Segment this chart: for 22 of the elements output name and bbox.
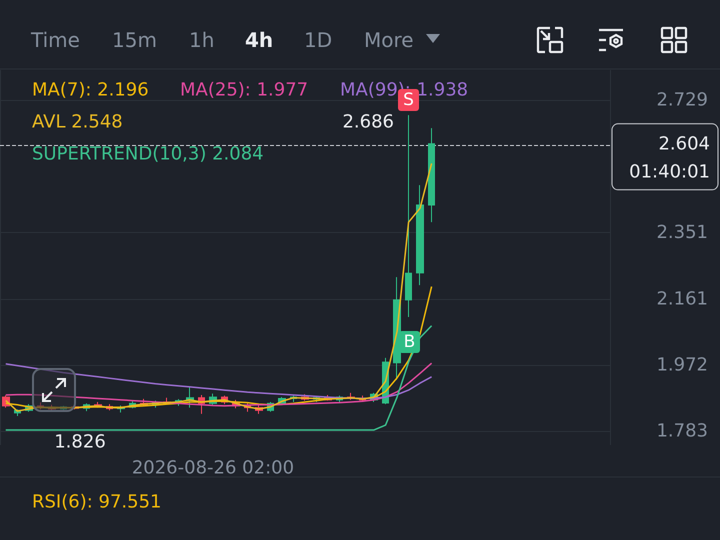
- text: RSI(6): 97.551: [32, 492, 162, 512]
- text: 01:40:01: [629, 161, 710, 182]
- text: Time: [30, 28, 80, 52]
- signal-tag: B: [399, 331, 420, 353]
- annotation: MA(25): 1.977: [180, 80, 308, 100]
- annotation: SUPERTREND(10,3) 2.084: [32, 144, 264, 164]
- text: 15m: [112, 28, 157, 52]
- annotation: 2.686: [342, 112, 394, 132]
- text: 1D: [304, 28, 332, 52]
- text: 1h: [189, 28, 214, 52]
- ref-line-label: 2.604: [658, 133, 710, 154]
- text: 4h: [245, 28, 274, 52]
- annotation: AVL 2.548: [32, 112, 123, 132]
- text: More: [364, 28, 414, 52]
- y-tick-label: 2.351: [656, 222, 708, 243]
- y-tick-label: 2.161: [656, 288, 708, 310]
- annotation: MA(7): 2.196: [32, 80, 149, 100]
- x-tick-label: 2026-08-26 02:00: [132, 458, 294, 478]
- annotation: 1.826: [54, 432, 106, 452]
- y-tick-label: 1.783: [656, 420, 708, 442]
- y-tick-label: 1.972: [656, 354, 708, 376]
- y-tick-label: 2.729: [656, 90, 708, 111]
